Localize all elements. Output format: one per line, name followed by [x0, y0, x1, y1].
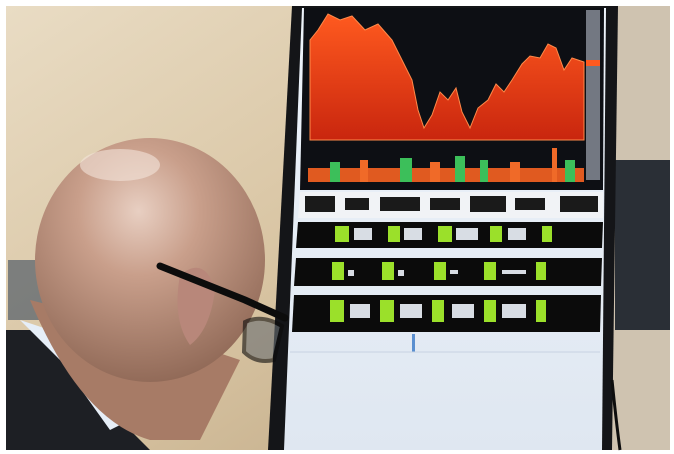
- price-scale: [586, 10, 600, 180]
- glasses-lens: [244, 319, 282, 361]
- background-equipment: [615, 160, 670, 330]
- cursor-mark: [412, 334, 415, 352]
- photo: [0, 0, 674, 454]
- head-highlight: [80, 149, 160, 181]
- price-marker: [586, 60, 600, 66]
